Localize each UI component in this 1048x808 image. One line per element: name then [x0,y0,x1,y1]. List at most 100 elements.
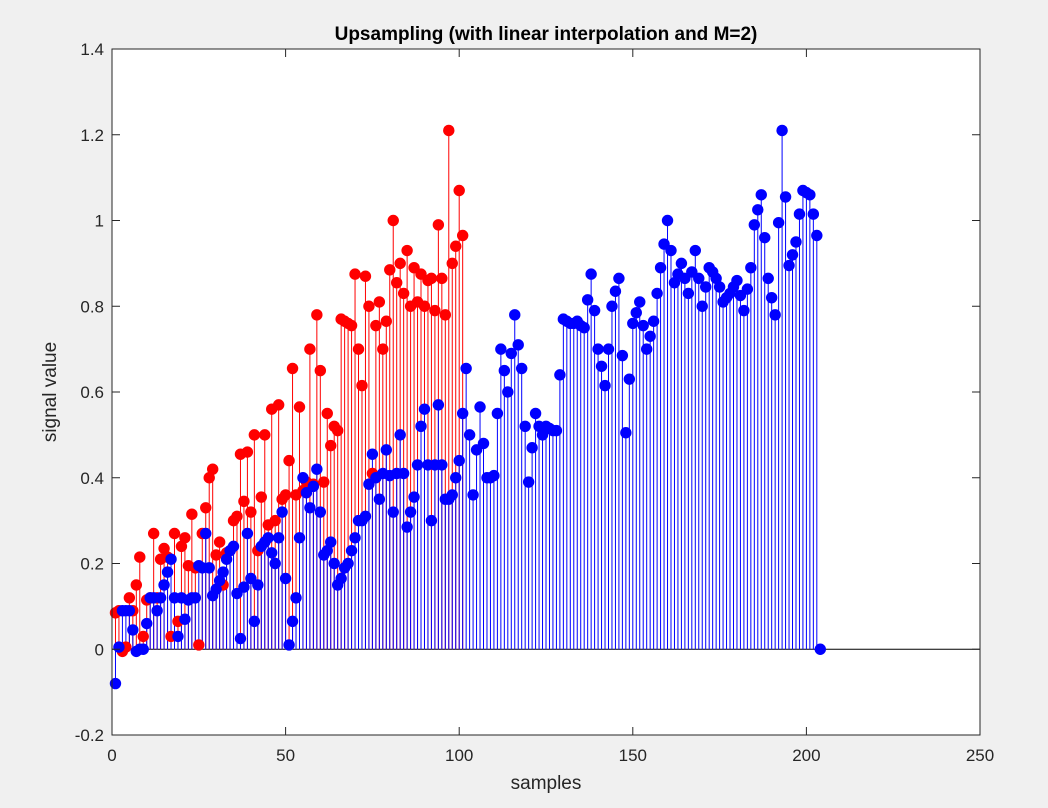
series-blue-point [460,362,472,375]
series-blue-point [227,540,240,553]
series-blue-point [290,592,302,604]
series-blue-point [113,641,125,653]
series-blue-point [248,615,261,628]
y-tick-label: 1.4 [80,40,104,59]
series-blue-point [179,613,191,625]
series-red-point [314,364,327,377]
series-blue-point [286,615,299,628]
series-blue-point [245,572,257,585]
series-blue-point [453,454,465,467]
series-blue-point [640,343,653,355]
series-red-point [384,264,396,276]
series-blue-point [658,238,670,250]
series-blue-point [588,304,601,317]
series-red-point [349,268,361,280]
series-red-point [147,527,160,540]
series-red-point [387,214,399,227]
series-blue-point [731,274,743,287]
series-blue-point [123,604,136,617]
series-blue-point [675,257,688,270]
y-tick-label: 0.8 [80,297,104,316]
series-blue-point [408,491,420,503]
series-blue-point [814,643,826,655]
series-blue-point [509,309,521,321]
series-blue-point [634,296,646,308]
series-red-point [331,424,344,437]
series-blue-point [411,459,424,471]
series-blue-point [262,532,274,544]
series-red-point [248,429,261,441]
series-red-point [179,532,191,544]
series-red-point [286,362,299,375]
series-blue-point [627,317,639,330]
series-red-point [418,300,431,312]
x-tick-label: 250 [966,746,994,765]
series-blue-point [456,407,469,420]
series-red-point [432,219,445,231]
series-blue-point [172,630,184,643]
series-blue-point [345,544,358,557]
x-tick-label: 100 [445,746,473,765]
series-blue-point [311,463,323,475]
series-blue-point [165,553,177,565]
series-blue-point [498,364,511,377]
series-blue-point [314,506,327,518]
series-red-point [380,315,392,327]
series-red-point [123,592,136,604]
series-red-point [356,379,368,392]
series-red-point [443,124,455,137]
series-red-point [408,261,420,274]
series-blue-point [661,214,674,227]
series-blue-point [349,532,361,544]
series-red-point [134,551,146,563]
series-blue-point [713,281,726,293]
series-blue-point [644,330,656,342]
series-red-point [359,270,372,282]
series-blue-point [738,304,750,317]
series-red-point [168,527,181,540]
series-red-point [345,319,358,332]
series-red-point [269,514,281,527]
series-blue-point [734,289,747,302]
series-red-point [391,276,403,289]
series-blue-point [689,244,701,257]
y-tick-label: 0.6 [80,383,104,402]
series-blue-point [325,536,337,548]
y-tick-label: 0 [95,640,104,659]
series-blue-point [241,527,254,540]
series-blue-point [578,321,590,334]
series-blue-point [415,420,427,432]
series-blue-point [522,476,535,488]
series-red-point [439,309,452,321]
series-red-point [456,229,469,242]
series-blue-point [693,272,705,285]
series-blue-point [200,527,212,540]
series-blue-point [158,579,170,591]
series-blue-point [307,480,320,493]
series-blue-point [297,472,309,484]
series-blue-point [154,592,167,604]
series-red-point [436,272,448,285]
series-blue-point [141,617,153,630]
series-blue-point [380,444,392,456]
series-red-point [397,287,410,300]
series-red-point [193,639,205,651]
series-red-point [137,630,149,643]
series-blue-point [436,459,448,471]
series-blue-point [776,124,788,137]
x-tick-label: 50 [276,746,295,765]
series-red-point [325,439,337,452]
series-blue-point [519,420,531,432]
y-tick-label: 0.2 [80,555,104,574]
series-red-point [318,476,330,488]
y-axis-label: signal value [40,342,61,442]
series-blue-point [647,315,660,327]
series-blue-point [505,347,517,360]
series-blue-point [526,442,538,454]
series-blue-point [397,467,410,480]
series-blue-point [394,429,406,441]
series-blue-point [463,429,476,441]
series-blue-point [613,272,625,285]
series-blue-point [651,287,663,300]
series-red-point [321,407,333,420]
